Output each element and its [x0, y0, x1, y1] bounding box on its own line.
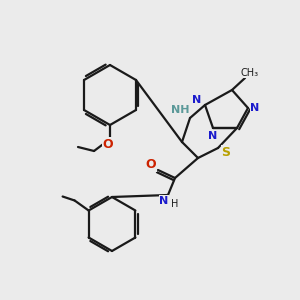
- Text: O: O: [146, 158, 156, 172]
- Text: CH₃: CH₃: [241, 68, 259, 78]
- Text: N: N: [208, 131, 217, 141]
- Text: NH: NH: [171, 105, 189, 115]
- Text: H: H: [171, 199, 179, 209]
- Text: N: N: [250, 103, 260, 113]
- Text: N: N: [192, 95, 202, 105]
- Text: O: O: [103, 137, 113, 151]
- Text: N: N: [159, 196, 169, 206]
- Text: S: S: [221, 146, 230, 158]
